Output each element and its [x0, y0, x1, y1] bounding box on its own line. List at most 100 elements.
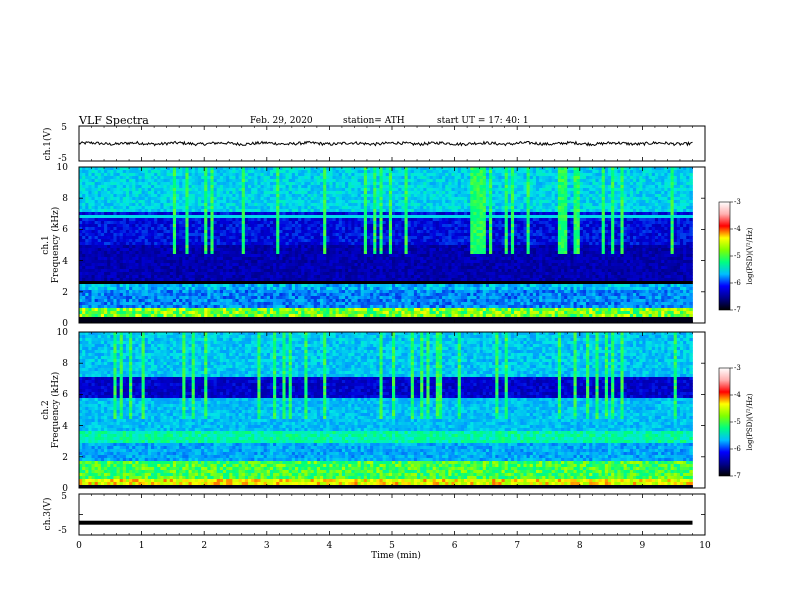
spectrogram-cell — [646, 218, 650, 221]
spectrogram-cell — [439, 182, 443, 185]
spectrogram-cell — [239, 215, 243, 218]
spectrogram-cell — [323, 215, 327, 218]
spectrogram-cell — [323, 233, 327, 236]
spectrogram-cell — [289, 230, 293, 233]
spectrogram-cell — [329, 182, 333, 185]
spectrogram-cell — [639, 173, 643, 176]
spectrogram-cell — [545, 200, 549, 203]
spectrogram-cell — [689, 179, 693, 182]
spectrogram-cell — [336, 176, 340, 179]
spectrogram-cell — [148, 215, 152, 218]
spectrogram-cell — [495, 212, 499, 215]
spectrogram-cell — [333, 236, 337, 239]
spectrogram-cell — [185, 170, 189, 173]
spectrogram-cell — [295, 212, 299, 215]
spectrogram-cell — [420, 224, 424, 227]
spectrogram-cell — [289, 170, 293, 173]
spectrogram-cell — [295, 236, 299, 239]
spectrogram-cell — [436, 197, 440, 200]
spectrogram-cell — [617, 227, 621, 230]
spectrogram-cell — [426, 227, 430, 230]
spectrogram-cell — [389, 233, 393, 236]
spectrogram-cell — [570, 212, 574, 215]
spectrogram-cell — [545, 167, 549, 170]
spectrogram-cell — [574, 230, 578, 233]
spectrogram-cell — [398, 173, 402, 176]
spectrogram-cell — [536, 176, 540, 179]
spectrogram-cell — [361, 227, 365, 230]
spectrogram-cell — [552, 197, 556, 200]
spectrogram-cell — [564, 239, 568, 242]
spectrogram-cell — [167, 200, 171, 203]
spectrogram-cell — [170, 233, 174, 236]
spectrogram-cell — [361, 236, 365, 239]
spectrogram-cell — [530, 209, 534, 212]
spectrogram-cell — [555, 227, 559, 230]
spectrogram-cell — [364, 224, 368, 227]
spectrogram-cell — [195, 182, 199, 185]
spectrogram-cell — [617, 179, 621, 182]
spectrogram-cell — [326, 197, 330, 200]
spectrogram-cell — [498, 218, 502, 221]
spectrogram-cell — [333, 206, 337, 209]
spectrogram-cell — [508, 209, 512, 212]
spectrogram-cell — [292, 185, 296, 188]
spectrogram-cell — [129, 233, 133, 236]
spectrogram-cell — [689, 233, 693, 236]
spectrogram-cell — [367, 176, 371, 179]
spectrogram-cell — [345, 203, 349, 206]
spectrogram-cell — [552, 194, 556, 197]
ch1-waveform-line — [79, 141, 693, 145]
spectrogram-cell — [185, 167, 189, 170]
date-label: Feb. 29, 2020 — [250, 116, 313, 126]
spectrogram-cell — [520, 218, 524, 221]
spectrogram-cell — [505, 182, 509, 185]
spectrogram-cell — [586, 218, 590, 221]
spectrogram-cell — [583, 185, 587, 188]
spectrogram-cell — [633, 176, 637, 179]
spectrogram-cell — [467, 170, 471, 173]
spectrogram-cell — [311, 197, 315, 200]
spectrogram-cell — [270, 203, 274, 206]
spectrogram-cell — [386, 170, 390, 173]
spectrogram-cell — [674, 194, 678, 197]
spectrogram-cell — [652, 206, 656, 209]
spectrogram-cell — [517, 221, 521, 224]
spectrogram-cell — [489, 203, 493, 206]
spectrogram-cell — [348, 185, 352, 188]
spectrogram-cell — [592, 224, 596, 227]
spectrogram-cell — [392, 209, 396, 212]
spectrogram-cell — [376, 182, 380, 185]
spectrogram-cell — [370, 212, 374, 215]
spectrogram-cell — [536, 200, 540, 203]
spectrogram-cell — [311, 206, 315, 209]
spectrogram-cell — [307, 218, 311, 221]
spectrogram-cell — [195, 233, 199, 236]
spectrogram-cell — [279, 215, 283, 218]
spectrogram-cell — [661, 179, 665, 182]
spectrogram-cell — [589, 179, 593, 182]
spectrogram-cell — [473, 170, 477, 173]
spectrogram-cell — [467, 233, 471, 236]
spectrogram-cell — [599, 233, 603, 236]
spectrogram-cell — [448, 218, 452, 221]
spectrogram-cell — [423, 221, 427, 224]
spectrogram-cell — [157, 209, 161, 212]
spectrogram-cell — [220, 200, 224, 203]
spectrogram-cell — [376, 200, 380, 203]
spectrogram-cell — [376, 224, 380, 227]
spectrogram-cell — [646, 224, 650, 227]
spectrogram-cell — [455, 170, 459, 173]
spectrogram-cell — [107, 233, 111, 236]
spectrogram-cell — [345, 227, 349, 230]
spectrogram-cell — [192, 191, 196, 194]
spectrogram-cell — [689, 215, 693, 218]
spectrogram-cell — [236, 182, 240, 185]
spectrogram-cell — [405, 194, 409, 197]
spectrogram-cell — [207, 236, 211, 239]
spectrogram-cell — [574, 215, 578, 218]
spectrogram-cell — [577, 218, 581, 221]
spectrogram-cell — [257, 236, 261, 239]
spectrogram-cell — [92, 212, 96, 215]
spectrogram-cell — [439, 173, 443, 176]
